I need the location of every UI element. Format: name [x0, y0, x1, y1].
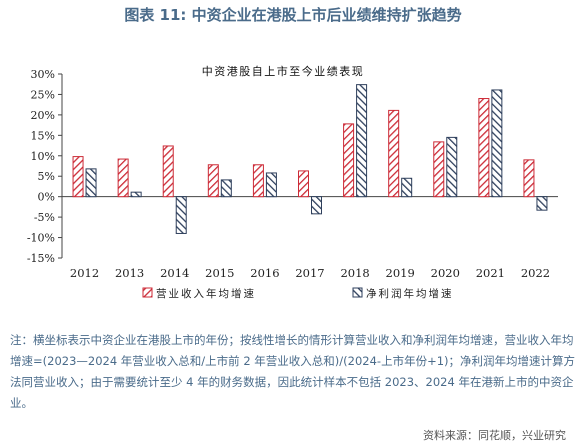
legend-swatch-revenue — [142, 287, 153, 298]
revenue-bar — [162, 145, 174, 198]
revenue-bar — [117, 158, 129, 198]
profit-bar — [130, 191, 142, 198]
profit-bar — [356, 84, 368, 198]
profit-bar — [401, 177, 413, 198]
x-tick-label: 2018 — [340, 266, 369, 280]
revenue-bar — [433, 141, 445, 198]
x-tick-label: 2019 — [386, 266, 415, 280]
revenue-bar — [478, 98, 490, 198]
source-line: 资料来源：同花顺，兴业研究 — [423, 429, 566, 442]
chart: 30% 25% 20% 15% 10% 5% 0% -5% -10% -15% 2012 2013 20… — [0, 44, 586, 314]
revenue-bar — [523, 159, 535, 198]
x-tick-label: 2022 — [521, 266, 550, 280]
profit-bar — [491, 89, 503, 198]
bar-chart-svg: 30% 25% 20% 15% 10% 5% 0% -5% -10% -15% 2012 2013 20… — [27, 64, 558, 300]
x-tick-label: 2013 — [115, 266, 144, 280]
revenue-bar — [207, 164, 219, 198]
revenue-bar — [343, 123, 355, 198]
axes-layer — [58, 73, 558, 259]
chart-title: 中资港股自上市至今业绩表现 — [202, 64, 365, 78]
labels-layer: 30% 25% 20% 15% 10% 5% 0% -5% -10% -15% 2012 2013 20… — [27, 68, 550, 280]
footnote: 注：横坐标表示中资企业在港股上市的年份；按线性增长的情形计算营业收入和净利润年均… — [10, 330, 576, 414]
x-tick-label: 2012 — [70, 266, 99, 280]
profit-bar — [536, 196, 548, 211]
y-tick-label: 30% — [31, 68, 55, 81]
legend-label-profit: 净利润年均增速 — [366, 287, 454, 300]
x-tick-label: 2021 — [476, 266, 505, 280]
revenue-bar — [252, 164, 264, 198]
figure-title: 图表 11: 中资企业在港股上市后业绩维持扩张趋势 — [124, 6, 462, 24]
y-tick-label: 5% — [38, 170, 55, 183]
profit-bar — [175, 196, 187, 234]
revenue-bar — [298, 170, 309, 198]
revenue-bar — [388, 109, 400, 198]
y-tick-label: 15% — [31, 129, 55, 142]
revenue-bar — [72, 156, 84, 198]
y-tick-label: 25% — [31, 88, 55, 101]
x-tick-label: 2017 — [295, 266, 324, 280]
footnote-text: 横坐标表示中资企业在港股上市的年份；按线性增长的情形计算营业收入和净利润年均增速… — [10, 333, 576, 410]
x-tick-label: 2016 — [250, 266, 279, 280]
profit-bar — [85, 168, 97, 198]
legend: 营业收入年均增速 净利润年均增速 — [142, 287, 454, 300]
profit-bar — [265, 172, 277, 198]
x-tick-label: 2015 — [205, 266, 234, 280]
x-tick-label: 2020 — [431, 266, 460, 280]
y-tick-label: 10% — [31, 150, 55, 163]
legend-label-revenue: 营业收入年均增速 — [156, 287, 256, 300]
y-tick-label: -10% — [27, 232, 55, 245]
profit-bar — [311, 196, 322, 215]
x-tick-label: 2014 — [160, 266, 189, 280]
profit-bar — [446, 136, 458, 198]
y-tick-label: -15% — [27, 252, 55, 265]
bars-layer — [72, 84, 548, 234]
footnote-label: 注： — [10, 333, 33, 347]
profit-bar — [220, 179, 232, 198]
y-tick-label: 0% — [38, 191, 55, 204]
legend-swatch-profit — [352, 287, 363, 298]
y-tick-label: 20% — [31, 109, 55, 122]
y-tick-label: -5% — [34, 211, 55, 224]
